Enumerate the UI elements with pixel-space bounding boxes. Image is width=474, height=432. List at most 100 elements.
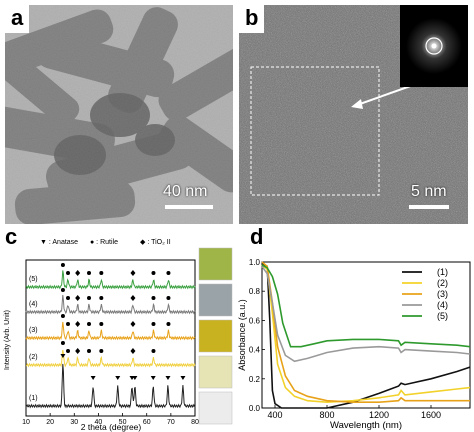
abs-legend-label: (4) (437, 300, 448, 310)
tem-image-a: a 40 nm (5, 5, 233, 224)
scale-bar-label-a: 40 nm (163, 183, 208, 200)
fft-inset (400, 5, 468, 87)
abs-y-axis-label: Absorbance (a.u.) (237, 299, 247, 371)
rutile-marker-icon (151, 349, 156, 353)
tio2-ii-marker-icon (130, 270, 136, 276)
xrd-x-tick-label: 30 (70, 419, 78, 426)
rutile-marker-icon (151, 322, 156, 326)
xrd-x-tick-label: 40 (95, 419, 103, 426)
xrd-x-tick-label: 70 (167, 419, 175, 426)
rutile-marker-icon (60, 263, 65, 267)
xrd-x-tick-label: 10 (22, 419, 30, 426)
abs-series-line (261, 265, 471, 363)
tio2-ii-marker-icon (75, 295, 81, 301)
sample-powder-swatch (198, 391, 233, 425)
xrd-series-line (25, 295, 196, 315)
sample-powder-swatch (198, 247, 233, 281)
sample-powder-swatch (198, 355, 233, 389)
anatase-marker-icon (60, 354, 66, 358)
anatase-marker-icon (180, 376, 186, 380)
scale-bar-label-b: 5 nm (411, 183, 447, 200)
rutile-marker-icon (87, 296, 92, 300)
abs-series-line (261, 262, 471, 409)
tio2-ii-marker-icon (130, 295, 136, 301)
rutile-marker-icon (66, 271, 71, 275)
anatase-marker-icon (165, 376, 171, 380)
xrd-x-tick-label: 80 (191, 419, 199, 426)
abs-x-axis-label: Wavelength (nm) (330, 420, 402, 431)
abs-x-tick-label: 1600 (421, 410, 441, 420)
abs-y-tick-label: 0.0 (249, 404, 261, 413)
rutile-marker-icon (87, 271, 92, 275)
xrd-series-line (25, 349, 196, 368)
sample-powder-swatch (198, 283, 233, 317)
abs-y-tick-label: 1.0 (249, 258, 261, 267)
xrd-sample-label: (1) (29, 395, 38, 402)
nanorod-micrograph (5, 5, 233, 224)
abs-legend-label: (5) (437, 311, 448, 321)
abs-y-tick-label: 0.6 (249, 316, 261, 325)
tio2-ii-marker-icon (130, 321, 136, 327)
panel-label-a: a (5, 5, 30, 33)
xrd-sample-label: (3) (29, 327, 38, 334)
xrd-y-axis-label: Intensity (Arb. Unit) (4, 310, 11, 370)
rutile-marker-icon (87, 322, 92, 326)
xrd-x-tick-label: 50 (119, 419, 127, 426)
rutile-marker-icon (60, 314, 65, 318)
rutile-marker-icon (166, 271, 171, 275)
abs-y-tick-label: 0.8 (249, 287, 261, 296)
abs-legend: (1)(2)(3)(4)(5) (402, 267, 448, 321)
rutile-marker-icon (99, 296, 104, 300)
rutile-marker-icon (151, 271, 156, 275)
selection-box (250, 66, 380, 196)
abs-legend-label: (1) (437, 267, 448, 277)
anatase-marker-icon (150, 376, 156, 380)
scale-bar-a (165, 205, 213, 209)
sample-swatches (198, 247, 233, 425)
xrd-x-tick-label: 60 (143, 419, 151, 426)
rutile-marker-icon (99, 349, 104, 353)
anatase-marker-icon (132, 376, 138, 380)
abs-series-line (261, 264, 471, 348)
xrd-series-line (25, 270, 196, 290)
xrd-legend-entry: ◆ : TiO₂ II (140, 239, 171, 246)
rutile-marker-icon (151, 296, 156, 300)
sample-powder-swatch (198, 319, 233, 353)
tio2-ii-marker-icon (75, 348, 81, 354)
abs-x-tick-label: 1200 (369, 410, 389, 420)
xrd-chart: ▼ : Anatase ● : Rutile ◆ : TiO₂ II (5) (4) (… (4, 239, 233, 432)
lattice-micrograph (239, 5, 468, 224)
rutile-marker-icon (60, 288, 65, 292)
xrd-series-line (25, 321, 196, 341)
abs-y-tick-label: 0.4 (249, 346, 261, 355)
xrd-sample-label: (2) (29, 354, 38, 361)
tio2-ii-marker-icon (130, 348, 136, 354)
tio2-ii-marker-icon (75, 270, 81, 276)
panel-label-c: c (5, 224, 18, 249)
scale-bar-b (409, 205, 449, 209)
abs-x-tick-label: 400 (267, 410, 282, 420)
rutile-marker-icon (99, 322, 104, 326)
rutile-marker-icon (166, 322, 171, 326)
anatase-marker-icon (115, 376, 121, 380)
rutile-marker-icon (66, 322, 71, 326)
xrd-sample-label: (5) (29, 276, 38, 283)
xrd-series-line (25, 363, 196, 409)
rutile-marker-icon (66, 296, 71, 300)
hrtem-image-b: b 5 nm (239, 5, 468, 224)
xrd-legend: ▼ : Anatase ● : Rutile ◆ : TiO₂ II (40, 239, 171, 246)
rutile-marker-icon (60, 341, 65, 345)
tio2-ii-marker-icon (75, 321, 81, 327)
rutile-marker-icon (87, 349, 92, 353)
anatase-marker-icon (90, 376, 96, 380)
abs-y-tick-label: 0.2 (249, 375, 261, 384)
abs-x-tick-label: 800 (319, 410, 334, 420)
rutile-marker-icon (99, 271, 104, 275)
xrd-legend-entry: ● : Rutile (90, 239, 118, 246)
abs-legend-label: (2) (437, 278, 448, 288)
abs-legend-label: (3) (437, 289, 448, 299)
abs-plot-frame (261, 261, 471, 409)
xrd-legend-entry: ▼ : Anatase (40, 239, 78, 246)
xrd-sample-label: (4) (29, 301, 38, 308)
